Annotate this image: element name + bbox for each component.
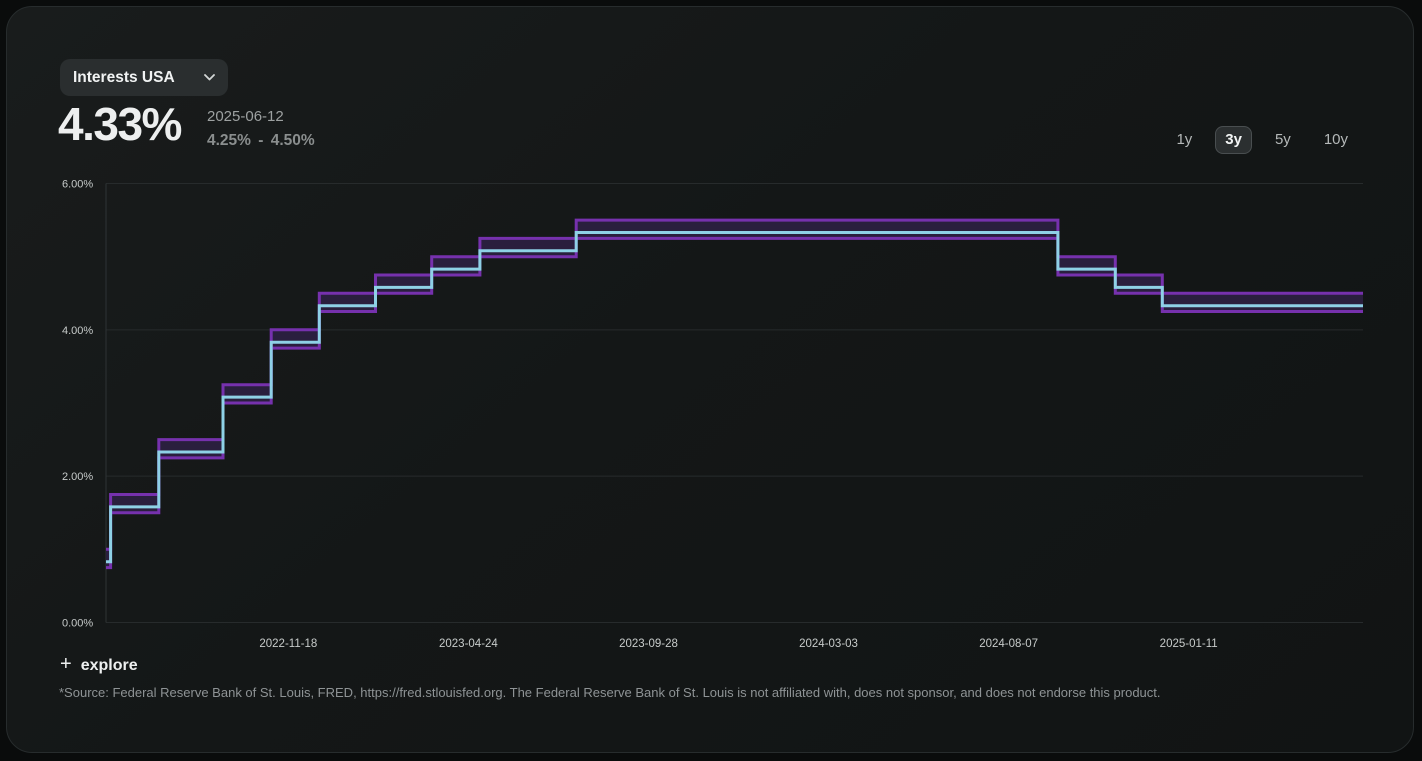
range-button-10y[interactable]: 10y bbox=[1314, 126, 1358, 154]
source-attribution: *Source: Federal Reserve Bank of St. Lou… bbox=[59, 685, 1161, 700]
range-button-1y[interactable]: 1y bbox=[1166, 126, 1202, 154]
x-axis-tick-label: 2023-09-28 bbox=[619, 638, 678, 650]
effective-rate-line bbox=[106, 231, 1363, 564]
target-range-band-fill bbox=[106, 220, 1363, 568]
range-button-5y[interactable]: 5y bbox=[1265, 126, 1301, 154]
x-axis-tick-label: 2024-03-03 bbox=[799, 638, 858, 650]
x-axis-tick-label: 2024-08-07 bbox=[979, 638, 1038, 650]
explore-link-label: explore bbox=[80, 657, 138, 674]
target-range-lower-line bbox=[106, 236, 1363, 570]
dataset-dropdown-label: Interests USA bbox=[73, 68, 175, 86]
y-axis-tick-label: 6.00% bbox=[62, 179, 93, 191]
range-button-3y[interactable]: 3y bbox=[1215, 126, 1252, 154]
x-axis-tick-label: 2022-11-18 bbox=[259, 638, 317, 650]
current-rate-meta: 2025-06-12 4.25% - 4.50% bbox=[207, 108, 315, 150]
rate-chart-svg: 0.00% 2.00% 4.00% 6.00% 2022-11-18 2023-04-24… bbox=[62, 179, 1363, 650]
rate-chart: 0.00% 2.00% 4.00% 6.00% 2022-11-18 2023-04-24… bbox=[0, 170, 1422, 670]
x-axis-tick-label: 2023-04-24 bbox=[439, 638, 498, 650]
dataset-dropdown[interactable]: Interests USA bbox=[60, 59, 228, 96]
time-range-selector: 1y 3y 5y 10y bbox=[1166, 126, 1358, 154]
chevron-down-icon bbox=[204, 74, 215, 81]
current-rate-date: 2025-06-12 bbox=[207, 108, 284, 125]
x-axis-tick-label: 2025-01-11 bbox=[1160, 638, 1218, 650]
y-axis-tick-label: 2.00% bbox=[62, 471, 93, 483]
card-background bbox=[6, 6, 1414, 753]
y-axis-tick-label: 4.00% bbox=[62, 325, 93, 337]
target-range-upper-line bbox=[106, 218, 1363, 551]
plus-icon: + bbox=[60, 653, 72, 675]
y-axis-tick-label: 0.00% bbox=[62, 618, 93, 630]
current-rate-value: 4.33% bbox=[58, 98, 182, 150]
current-target-range: 4.25% - 4.50% bbox=[207, 132, 315, 149]
explore-link[interactable]: + explore bbox=[60, 653, 138, 676]
